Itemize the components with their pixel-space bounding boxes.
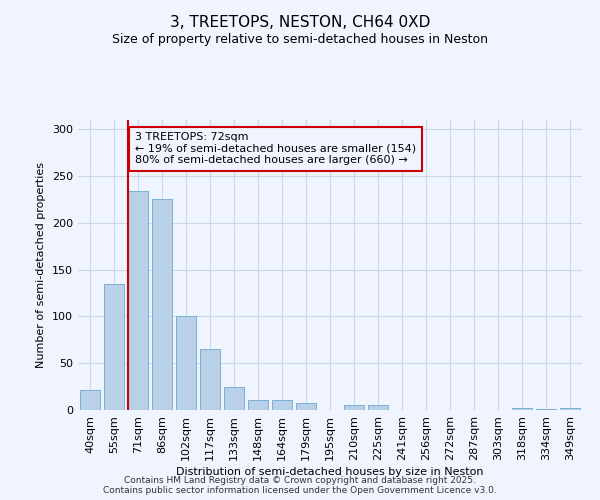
Bar: [128, 191, 148, 410]
Bar: [368, 406, 388, 410]
Y-axis label: Number of semi-detached properties: Number of semi-detached properties: [37, 162, 46, 368]
Text: 3, TREETOPS, NESTON, CH64 0XD: 3, TREETOPS, NESTON, CH64 0XD: [170, 15, 430, 30]
Text: Size of property relative to semi-detached houses in Neston: Size of property relative to semi-detach…: [112, 32, 488, 46]
Bar: [272, 400, 292, 410]
Bar: [512, 408, 532, 410]
Bar: [80, 390, 100, 410]
Bar: [248, 400, 268, 410]
Bar: [536, 409, 556, 410]
Bar: [560, 408, 580, 410]
Bar: [152, 198, 172, 410]
X-axis label: Distribution of semi-detached houses by size in Neston: Distribution of semi-detached houses by …: [176, 467, 484, 477]
Bar: [344, 406, 364, 410]
Text: Contains HM Land Registry data © Crown copyright and database right 2025.
Contai: Contains HM Land Registry data © Crown c…: [103, 476, 497, 495]
Text: 3 TREETOPS: 72sqm
← 19% of semi-detached houses are smaller (154)
80% of semi-de: 3 TREETOPS: 72sqm ← 19% of semi-detached…: [135, 132, 416, 166]
Bar: [200, 349, 220, 410]
Bar: [176, 316, 196, 410]
Bar: [104, 284, 124, 410]
Bar: [224, 386, 244, 410]
Bar: [296, 402, 316, 410]
